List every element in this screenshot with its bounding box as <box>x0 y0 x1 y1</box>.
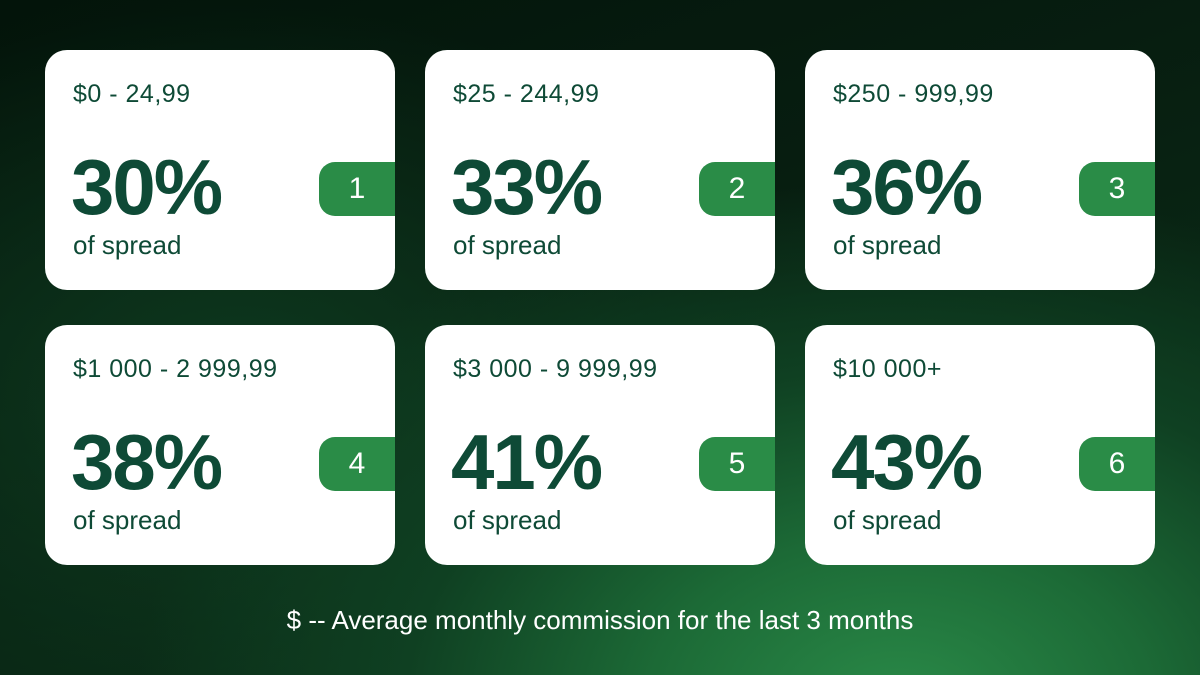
tier-range: $250 - 999,99 <box>833 80 994 108</box>
tier-card-5: $3 000 - 9 999,99 41% of spread 5 <box>425 325 775 565</box>
tier-number-badge: 1 <box>319 162 395 216</box>
tier-subtitle: of spread <box>73 505 182 535</box>
tier-range: $0 - 24,99 <box>73 80 191 108</box>
tier-card-6: $10 000+ 43% of spread 6 <box>805 325 1155 565</box>
tier-percent: 36% <box>831 143 983 231</box>
tier-number-badge: 2 <box>699 162 775 216</box>
tier-subtitle: of spread <box>453 505 562 535</box>
tier-range: $25 - 244,99 <box>453 80 600 108</box>
tier-percent: 30% <box>71 143 223 231</box>
tier-number-badge: 5 <box>699 437 775 491</box>
tier-card-2: $25 - 244,99 33% of spread 2 <box>425 50 775 290</box>
tier-number-badge: 6 <box>1079 437 1155 491</box>
tier-range: $3 000 - 9 999,99 <box>453 355 658 383</box>
footer-note: $ -- Average monthly commission for the … <box>286 605 914 635</box>
tier-number-badge: 3 <box>1079 162 1155 216</box>
tier-card-4: $1 000 - 2 999,99 38% of spread 4 <box>45 325 395 565</box>
tier-percent: 43% <box>831 418 983 506</box>
tier-subtitle: of spread <box>453 230 562 260</box>
tier-subtitle: of spread <box>833 505 942 535</box>
tier-subtitle: of spread <box>833 230 942 260</box>
tier-number-badge: 4 <box>319 437 395 491</box>
tier-percent: 38% <box>71 418 223 506</box>
tier-range: $10 000+ <box>833 355 942 383</box>
tier-percent: 41% <box>451 418 603 506</box>
tier-card-3: $250 - 999,99 36% of spread 3 <box>805 50 1155 290</box>
tier-subtitle: of spread <box>73 230 182 260</box>
tier-range: $1 000 - 2 999,99 <box>73 355 278 383</box>
tier-percent: 33% <box>451 143 603 231</box>
tier-card-1: $0 - 24,99 30% of spread 1 <box>45 50 395 290</box>
